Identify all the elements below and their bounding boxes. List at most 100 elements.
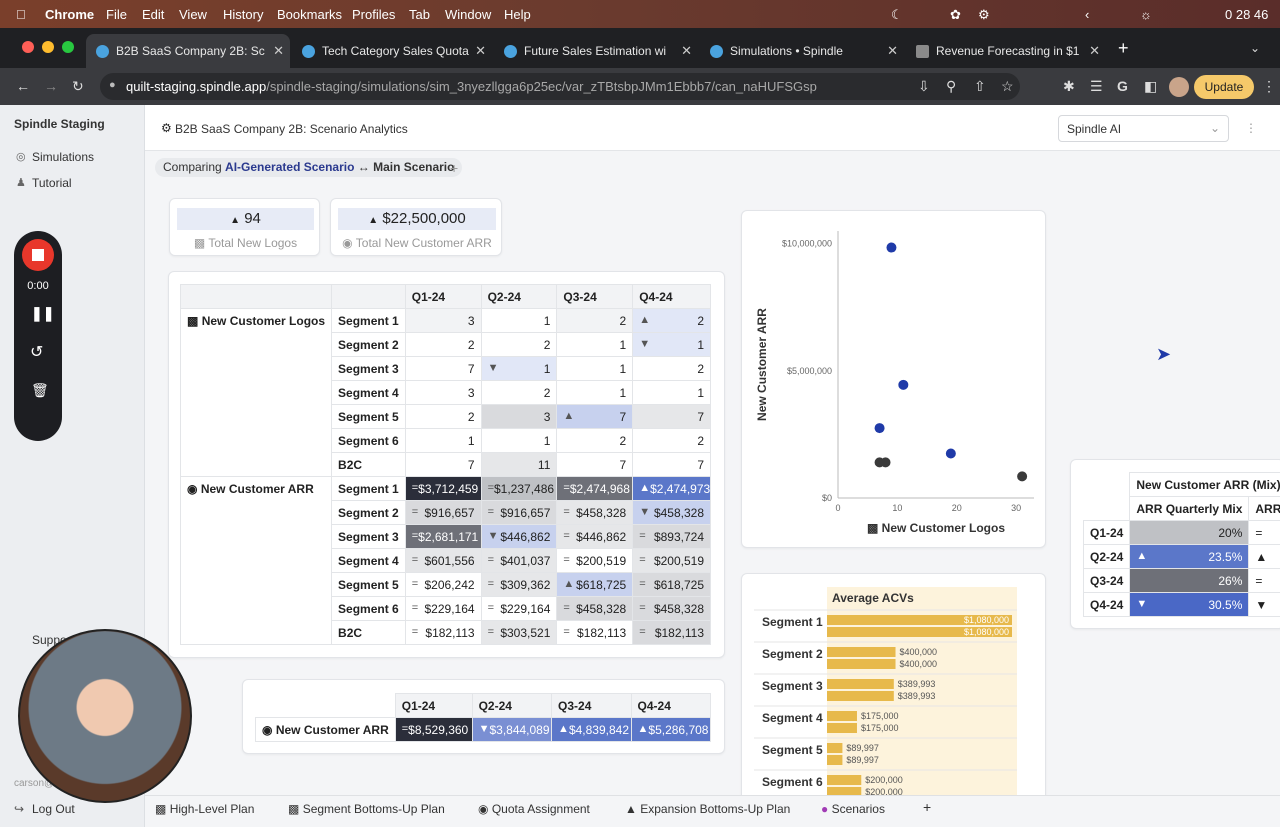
back-icon[interactable]: ← xyxy=(16,78,30,94)
tab-close-icon[interactable]: ✕ xyxy=(475,43,486,58)
pivot-cell[interactable]: ▲ $618,725 xyxy=(556,572,634,597)
add-compare-icon[interactable]: + xyxy=(450,160,459,176)
tab-simulations[interactable]: Simulations • Spindle ✕ xyxy=(700,34,904,68)
pivot-cell[interactable]: 1 xyxy=(480,428,558,453)
totals-cell[interactable]: ▲ $5,286,708 xyxy=(630,717,712,742)
pivot-cell[interactable]: = $309,362 xyxy=(480,572,558,597)
scatter-point[interactable] xyxy=(880,457,891,468)
pivot-cell[interactable]: 1 xyxy=(556,356,634,381)
tab-close-icon[interactable]: ✕ xyxy=(681,43,692,58)
pivot-cell[interactable]: 2 xyxy=(480,332,558,357)
share-icon[interactable]: ⇧ xyxy=(974,78,986,94)
header-more-icon[interactable]: ⋮ xyxy=(1245,121,1257,135)
reading-list-icon[interactable]: ☰ xyxy=(1090,78,1103,94)
moon-icon[interactable]: ☾ xyxy=(891,7,903,22)
pivot-cell[interactable]: 2 xyxy=(632,356,711,381)
ai-model-select[interactable]: Spindle AI ⌄ xyxy=(1058,115,1229,142)
mix-cell[interactable]: 20% xyxy=(1129,520,1250,545)
pivot-cell[interactable]: = $458,328 xyxy=(632,596,711,621)
menu-tab[interactable]: Tab xyxy=(409,7,430,22)
pivot-cell[interactable]: 1 xyxy=(480,308,558,333)
pivot-cell[interactable]: ▼ 1 xyxy=(632,332,711,357)
install-icon[interactable]: ⇩ xyxy=(918,78,930,94)
pivot-cell[interactable]: = $916,657 xyxy=(480,500,558,525)
sidebar-item-tutorial[interactable]: Tutorial xyxy=(32,176,72,190)
reload-icon[interactable]: ↻ xyxy=(72,78,84,94)
scatter-point[interactable] xyxy=(945,448,956,459)
address-bar[interactable]: ● quilt-staging.spindle.app/spindle-stag… xyxy=(100,73,1020,100)
scatter-point[interactable] xyxy=(1017,471,1028,482)
brightness-icon[interactable]: ☼ xyxy=(1140,7,1152,22)
pivot-cell[interactable]: ▲ $2,474,973 xyxy=(632,476,711,501)
sidepanel-icon[interactable]: ◧ xyxy=(1144,78,1158,94)
acv-bar[interactable] xyxy=(827,679,894,689)
pivot-cell[interactable]: 2 xyxy=(632,428,711,453)
pivot-cell[interactable]: 7 xyxy=(632,452,711,477)
add-sheet-icon[interactable]: + xyxy=(923,799,932,815)
menu-edit[interactable]: Edit xyxy=(142,7,165,22)
pivot-cell[interactable]: = $200,519 xyxy=(632,548,711,573)
restart-icon[interactable]: ↺ xyxy=(30,344,44,361)
google-icon[interactable]: G xyxy=(1117,78,1128,94)
sheet-tab-quota[interactable]: ◉ Quota Assignment xyxy=(478,802,590,816)
stop-record-button[interactable] xyxy=(22,239,54,271)
pivot-cell[interactable]: ▼ $446,862 xyxy=(480,524,558,549)
sheet-tab-high-level[interactable]: ▩ High-Level Plan xyxy=(155,802,255,816)
totals-cell[interactable]: ▲ $4,839,842 xyxy=(551,717,632,742)
pivot-cell[interactable]: = $446,862 xyxy=(556,524,634,549)
acv-bar[interactable] xyxy=(827,755,843,765)
pivot-cell[interactable]: ▲ 7 xyxy=(556,404,634,429)
mix-cell[interactable]: ▲ 23.5% xyxy=(1129,544,1250,569)
pivot-cell[interactable]: ▼ 1 xyxy=(480,356,558,381)
logout-link[interactable]: Log Out xyxy=(32,802,75,816)
chevron-left-icon[interactable]: ‹ xyxy=(1085,7,1090,22)
pivot-cell[interactable]: 2 xyxy=(480,380,558,405)
pivot-cell[interactable]: 2 xyxy=(556,308,634,333)
window-maximize-button[interactable] xyxy=(62,41,74,53)
menu-help[interactable]: Help xyxy=(504,7,531,22)
pivot-cell[interactable]: = $401,037 xyxy=(480,548,558,573)
openai-icon[interactable]: ✿ xyxy=(950,7,961,22)
acv-bar[interactable] xyxy=(827,743,843,753)
mix-cell[interactable]: 26% xyxy=(1129,568,1250,593)
pause-icon[interactable]: ❚❚ xyxy=(31,305,55,321)
update-button[interactable]: Update xyxy=(1194,75,1254,99)
pivot-cell[interactable]: 1 xyxy=(556,380,634,405)
pivot-cell[interactable]: = $2,474,968 xyxy=(556,476,634,501)
pivot-cell[interactable]: 7 xyxy=(404,452,482,477)
sheet-tab-scenarios[interactable]: ● Scenarios xyxy=(821,802,885,816)
pivot-cell[interactable]: 7 xyxy=(632,404,711,429)
sidebar-item-simulations[interactable]: Simulations xyxy=(32,150,95,164)
acv-bar[interactable] xyxy=(827,723,857,733)
pivot-cell[interactable]: = $200,519 xyxy=(556,548,634,573)
mix-cell[interactable]: ▼ 30.5% xyxy=(1129,592,1250,617)
totals-cell[interactable]: = $8,529,360 xyxy=(394,717,473,742)
pivot-cell[interactable]: 1 xyxy=(404,428,482,453)
totals-cell[interactable]: ▼ $3,844,089 xyxy=(471,717,553,742)
acv-bar[interactable] xyxy=(827,775,862,785)
pivot-cell[interactable]: 7 xyxy=(556,452,634,477)
pivot-cell[interactable]: ▼ $458,328 xyxy=(632,500,711,525)
acv-bar[interactable] xyxy=(827,659,896,669)
scatter-point[interactable] xyxy=(898,379,909,390)
menu-window[interactable]: Window xyxy=(445,7,492,22)
apple-icon[interactable]:  xyxy=(16,7,26,22)
profile-avatar[interactable] xyxy=(1169,77,1189,97)
menu-bookmarks[interactable]: Bookmarks xyxy=(277,7,343,22)
pivot-cell[interactable]: 1 xyxy=(556,332,634,357)
menu-history[interactable]: History xyxy=(223,7,264,22)
extensions-icon[interactable]: ✱ xyxy=(1063,78,1075,94)
pivot-cell[interactable]: = $303,521 xyxy=(480,620,558,645)
acv-bar[interactable] xyxy=(827,615,1012,625)
pivot-cell[interactable]: = $182,113 xyxy=(632,620,711,645)
tab-close-icon[interactable]: ✕ xyxy=(887,43,898,58)
acv-bar[interactable] xyxy=(827,647,896,657)
pivot-cell[interactable]: 2 xyxy=(404,404,482,429)
tab-close-icon[interactable]: ✕ xyxy=(273,43,284,58)
pivot-cell[interactable]: = $182,113 xyxy=(556,620,634,645)
pivot-cell[interactable]: = $601,556 xyxy=(404,548,482,573)
pivot-cell[interactable]: 7 xyxy=(404,356,482,381)
gear-icon[interactable]: ⚙ xyxy=(978,7,990,22)
pivot-cell[interactable]: = $229,164 xyxy=(480,596,558,621)
window-close-button[interactable] xyxy=(22,41,34,53)
